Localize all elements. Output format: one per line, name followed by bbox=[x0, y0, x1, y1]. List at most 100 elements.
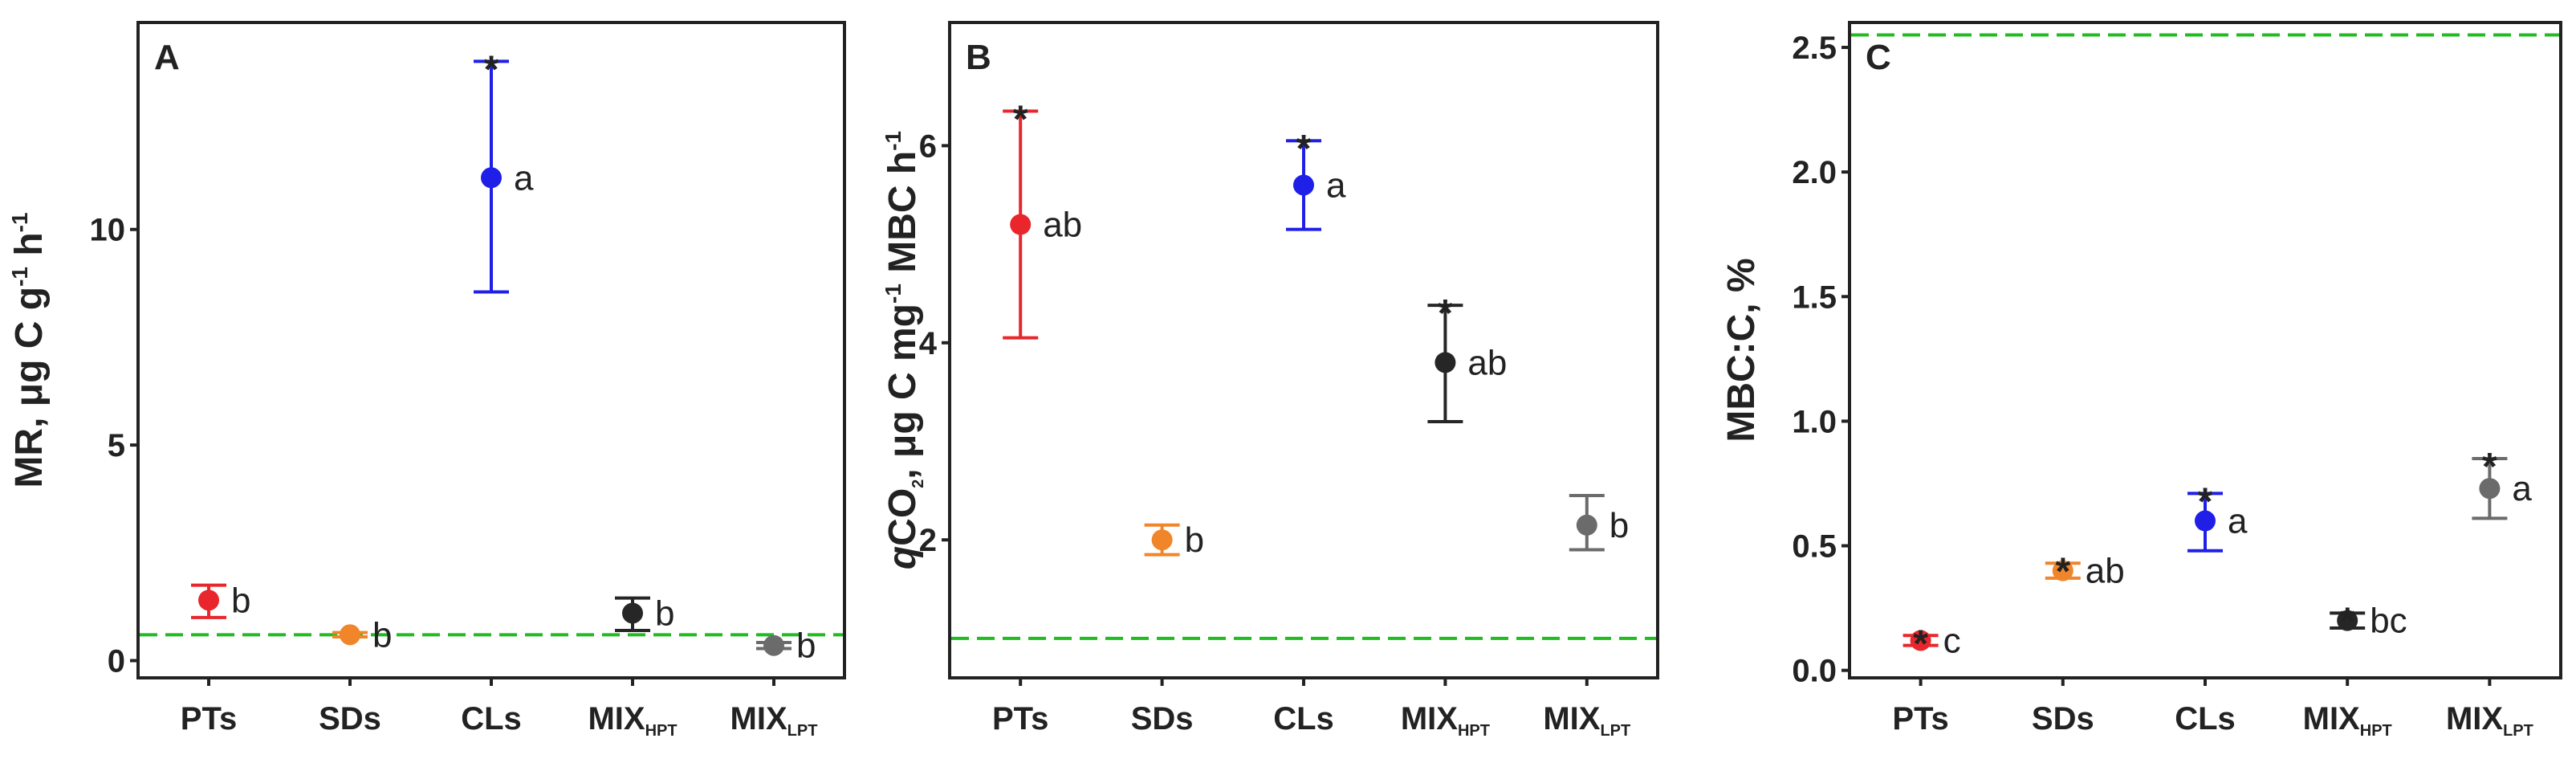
data-point-group-mix-lpt: MIXLPT * a bbox=[2446, 446, 2533, 740]
x-tick-label-sub: LPT bbox=[2503, 722, 2533, 740]
group-letter: b bbox=[796, 626, 816, 666]
x-tick-label: MIXHPT bbox=[2303, 701, 2392, 740]
y-axis-label: MBC:C, % bbox=[1720, 258, 1763, 442]
y-tick-label: 6 bbox=[919, 129, 937, 164]
data-point-group-pts: PTs * ab bbox=[992, 98, 1082, 736]
mean-point bbox=[1010, 214, 1032, 235]
x-tick-label-sub: LPT bbox=[1600, 722, 1630, 740]
group-letter: b bbox=[1185, 520, 1204, 560]
mean-point bbox=[2479, 478, 2501, 500]
x-tick-label-sub: HPT bbox=[2360, 722, 2392, 740]
x-tick-label-main: MIX bbox=[1543, 701, 1600, 736]
y-axis-label: MR, μg C g-1 h-1 bbox=[7, 212, 51, 488]
y-axis-label: qCO2, μg C mg-1 MBC h-1 bbox=[881, 131, 927, 569]
data-point-group-sds: SDs * ab bbox=[2032, 550, 2125, 736]
y-tick-label: 10 bbox=[90, 213, 126, 248]
x-tick-label: CLs bbox=[2175, 701, 2236, 736]
significance-star: * bbox=[2198, 480, 2213, 523]
y-axis-label-main: MR, μg C g bbox=[8, 287, 51, 488]
mean-point bbox=[481, 167, 502, 189]
group-letter: ab bbox=[1467, 343, 1507, 382]
y-axis-label-sup: -1 bbox=[881, 284, 905, 304]
significance-star: * bbox=[1296, 128, 1312, 170]
mean-point bbox=[1576, 514, 1597, 536]
y-axis-label-sup: -1 bbox=[7, 212, 32, 232]
y-tick-label: 0.0 bbox=[1792, 654, 1837, 689]
mean-point bbox=[198, 590, 219, 611]
y-tick-label: 1.5 bbox=[1792, 279, 1837, 315]
group-letter: b bbox=[372, 615, 392, 655]
x-tick-label-main: CLs bbox=[2175, 701, 2236, 736]
x-tick-label: PTs bbox=[181, 701, 237, 736]
x-tick-label: MIXLPT bbox=[730, 701, 818, 740]
group-letter: b bbox=[655, 594, 674, 633]
x-tick-label: MIXLPT bbox=[2446, 701, 2533, 740]
mean-point bbox=[1151, 529, 1173, 551]
data-point-group-cls: CLs * a bbox=[461, 48, 534, 736]
data-point-group-cls: CLs * a bbox=[1273, 128, 1346, 736]
mean-point bbox=[340, 624, 360, 646]
y-axis-label-sub: 2 bbox=[910, 479, 927, 488]
group-letter: bc bbox=[2370, 602, 2407, 641]
mean-point bbox=[2337, 610, 2358, 631]
plot-frame bbox=[948, 21, 1659, 679]
x-tick-label-main: PTs bbox=[992, 701, 1048, 736]
significance-star: * bbox=[2482, 446, 2497, 488]
data-point-group-pts: PTs b bbox=[181, 581, 251, 736]
group-letter: a bbox=[2512, 469, 2532, 508]
significance-star: * bbox=[1013, 98, 1028, 141]
y-tick-label: 0 bbox=[108, 644, 125, 679]
y-axis-label-main: CO bbox=[881, 488, 924, 546]
y-tick-label: 0.5 bbox=[1792, 529, 1837, 565]
y-tick-label: 2.5 bbox=[1792, 31, 1837, 66]
y-axis-label-tail: MBC h bbox=[881, 151, 924, 284]
group-letter: b bbox=[231, 581, 250, 620]
x-tick-label-main: MIX bbox=[588, 701, 645, 736]
y-axis-label-sup: -1 bbox=[7, 267, 32, 287]
significance-star: * bbox=[1438, 292, 1453, 335]
data-point-group-mix-lpt: MIXLPT b bbox=[1543, 493, 1630, 740]
x-tick-label-main: MIX bbox=[1401, 701, 1458, 736]
x-tick-label-main: SDs bbox=[2032, 701, 2094, 736]
y-tick-label: 2.0 bbox=[1792, 155, 1837, 190]
x-tick-label-main: MIX bbox=[2446, 701, 2503, 736]
x-tick-label: CLs bbox=[1273, 701, 1334, 736]
y-axis-label-main: MBC:C, % bbox=[1720, 258, 1763, 442]
mean-point bbox=[2052, 560, 2073, 581]
x-tick-label-main: CLs bbox=[461, 701, 522, 736]
group-letter: a bbox=[1326, 165, 1346, 205]
x-tick-label: MIXLPT bbox=[1543, 701, 1630, 740]
x-tick-label-main: SDs bbox=[1131, 701, 1194, 736]
panel-label: A bbox=[154, 38, 180, 77]
data-point-group-mix-hpt: MIXHPT * bc bbox=[2303, 600, 2407, 740]
x-tick-label: MIXHPT bbox=[588, 701, 677, 740]
y-axis-label-rest: , μg C mg bbox=[881, 304, 924, 479]
data-point-group-mix-hpt: MIXHPT b bbox=[588, 594, 677, 740]
y-axis-label-italic: q bbox=[881, 546, 924, 569]
panel-label: B bbox=[966, 38, 991, 77]
mean-point bbox=[2195, 510, 2216, 532]
data-point-group-sds: SDs b bbox=[1131, 520, 1204, 736]
group-letter: c bbox=[1943, 621, 1961, 660]
x-tick-label-main: PTs bbox=[181, 701, 237, 736]
x-tick-label-main: MIX bbox=[730, 701, 787, 736]
plot-frame bbox=[1848, 21, 2562, 679]
x-tick-label: CLs bbox=[461, 701, 522, 736]
data-point-group-sds: SDs b bbox=[319, 615, 392, 736]
group-letter: a bbox=[2228, 502, 2248, 541]
x-tick-label: PTs bbox=[1892, 701, 1948, 736]
x-tick-label: PTs bbox=[992, 701, 1048, 736]
x-tick-label-main: SDs bbox=[319, 701, 381, 736]
y-tick-label: 2 bbox=[919, 523, 937, 558]
x-tick-label-main: MIX bbox=[2303, 701, 2360, 736]
x-tick-label-main: CLs bbox=[1273, 701, 1334, 736]
mean-point bbox=[1293, 174, 1314, 196]
x-tick-label: SDs bbox=[1131, 701, 1194, 736]
significance-star: * bbox=[1913, 622, 1928, 665]
mean-point bbox=[622, 602, 643, 624]
mean-point bbox=[1910, 630, 1931, 651]
x-tick-label-main: PTs bbox=[1892, 701, 1948, 736]
x-tick-label: MIXHPT bbox=[1401, 701, 1490, 740]
